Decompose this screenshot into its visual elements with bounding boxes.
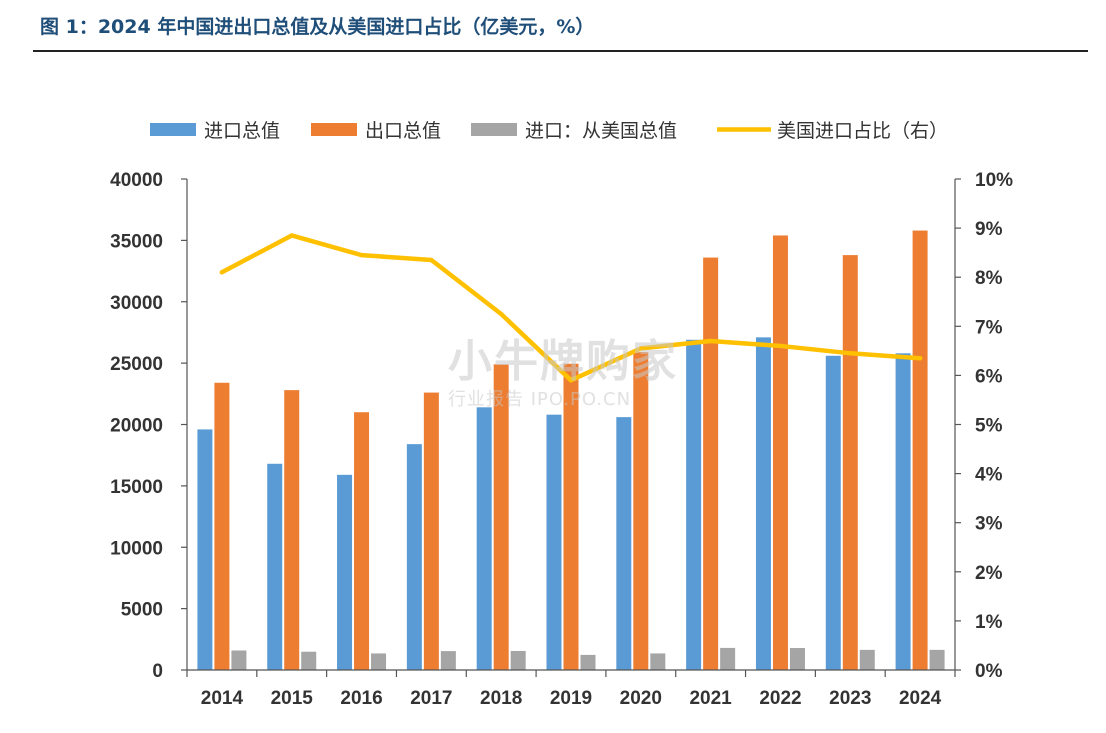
line-point [219, 270, 225, 275]
bar [580, 654, 596, 670]
legend-label: 进口总值 [204, 120, 280, 142]
bar-series-group [197, 230, 945, 671]
x-tick-label: 2024 [899, 688, 942, 709]
line-point [429, 257, 434, 263]
bar [720, 647, 736, 670]
y-left-tick-label: 20000 [110, 416, 163, 437]
bar [772, 235, 788, 670]
y-right-tick-label: 9% [975, 219, 1003, 240]
line-point [917, 356, 923, 361]
y-left-tick-label: 25000 [110, 354, 163, 375]
legend-swatch [150, 123, 196, 136]
y-right-tick-label: 4% [975, 465, 1003, 486]
bar [267, 463, 283, 670]
y-right-tick-label: 1% [975, 612, 1003, 633]
y-right-tick-label: 7% [975, 317, 1003, 338]
bar [825, 355, 841, 670]
bar [493, 364, 509, 670]
bar [650, 653, 666, 670]
y-right-tick-label: 6% [975, 366, 1003, 387]
bar [703, 257, 719, 670]
legend-label: 进口：从美国总值 [525, 120, 677, 142]
bar [686, 339, 702, 670]
bar [440, 651, 456, 670]
series-line [219, 233, 923, 383]
legend-swatch [471, 123, 517, 136]
line-point [848, 351, 853, 356]
line-point [289, 233, 294, 238]
line-point [568, 378, 574, 383]
x-tick-label: 2017 [410, 688, 452, 709]
chart-axes: 0 5000 10000 15000 20000 25000 30000 35000 40000… [110, 170, 1013, 709]
bar [546, 414, 562, 670]
y-left-tick-label: 15000 [110, 477, 163, 498]
x-tick-label: 2023 [829, 688, 871, 709]
legend-label: 美国进口占比（右） [777, 120, 948, 142]
x-tick-label: 2019 [550, 688, 592, 709]
y-right-tick-label: 10% [975, 170, 1013, 191]
line-point [708, 338, 713, 344]
figure-title: 图 1：2024 年中国进出口总值及从美国进口占比（亿美元，%） [40, 16, 595, 38]
bar [354, 412, 370, 670]
legend-label: 出口总值 [365, 120, 441, 142]
chart-legend: 进口总值 出口总值 进口：从美国总值 美国进口占比（右） [150, 120, 948, 142]
title-divider [33, 50, 1088, 52]
x-tick-label: 2021 [689, 688, 732, 709]
x-tick-label: 2015 [271, 688, 314, 709]
bar [789, 648, 805, 670]
y-left-tick-label: 35000 [110, 231, 163, 252]
line-series-group [219, 233, 923, 383]
y-left-tick-label: 10000 [110, 538, 163, 559]
x-tick-label: 2014 [201, 688, 244, 709]
line-point [638, 346, 644, 351]
bar [284, 390, 300, 670]
legend-swatch [311, 123, 357, 136]
bar [755, 337, 771, 670]
bar [912, 230, 928, 670]
x-tick-label: 2018 [480, 688, 522, 709]
bar [929, 649, 945, 670]
x-tick-label: 2020 [620, 688, 662, 709]
y-right-tick-label: 2% [975, 563, 1003, 584]
bar [510, 650, 526, 670]
y-left-tick-label: 40000 [110, 170, 163, 191]
bar [633, 352, 649, 670]
line-point [498, 311, 504, 317]
y-right-tick-label: 5% [975, 416, 1003, 437]
line-point [778, 343, 783, 349]
bar [616, 417, 632, 670]
bar [214, 382, 230, 670]
x-tick-label: 2022 [759, 688, 801, 709]
bar [423, 392, 439, 670]
bar [842, 255, 858, 671]
bar [563, 363, 579, 670]
y-left-tick-label: 5000 [121, 600, 163, 621]
y-left-tick-label: 0 [152, 661, 163, 682]
bar [337, 474, 353, 670]
x-tick-label: 2016 [340, 688, 382, 709]
bar [859, 649, 875, 670]
y-right-tick-label: 0% [975, 661, 1003, 682]
bar [371, 653, 387, 670]
bar [406, 444, 422, 670]
bar [231, 650, 247, 670]
y-left-tick-label: 30000 [110, 293, 163, 314]
bar [895, 353, 911, 670]
y-right-tick-label: 3% [975, 514, 1003, 535]
bar [197, 429, 213, 670]
y-right-tick-label: 8% [975, 268, 1003, 289]
bar [476, 407, 492, 670]
bar [301, 651, 317, 670]
line-point [359, 252, 364, 258]
